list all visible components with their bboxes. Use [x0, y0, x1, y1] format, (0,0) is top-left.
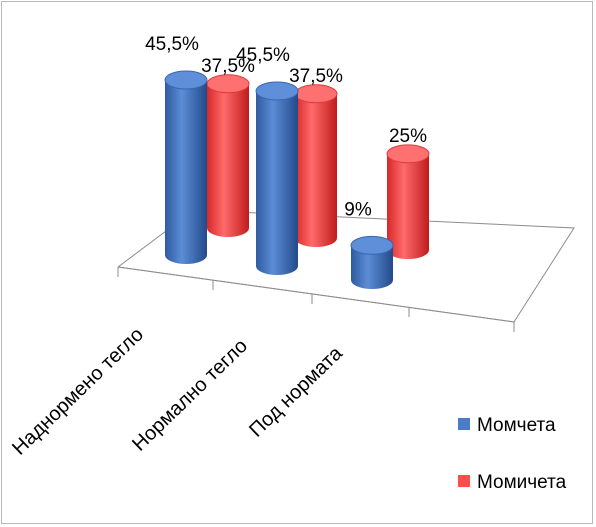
bar-body	[295, 93, 337, 248]
legend-label: Момичета	[477, 472, 567, 493]
bars-layer	[164, 70, 430, 289]
bar-momcheta	[255, 81, 299, 275]
data-labels-layer: 37,5% 37,5% 25% 45,5% 45,5% 9%	[145, 34, 427, 220]
bar-top	[294, 84, 338, 104]
data-label: 37,5%	[289, 66, 343, 87]
legend: Момчета Момичета	[458, 415, 567, 493]
bar-body	[351, 245, 393, 289]
bar-momicheta	[386, 144, 430, 259]
x-axis-line	[117, 266, 515, 323]
bar-top	[386, 144, 430, 164]
bar-top	[255, 81, 299, 101]
bar-body	[207, 83, 249, 238]
category-label: Нормално тегло	[128, 335, 252, 456]
legend-swatch-momicheta	[458, 475, 470, 487]
bar-momcheta	[350, 235, 394, 289]
bar-momicheta	[294, 84, 338, 248]
data-label: 45,5%	[145, 34, 199, 55]
bar-body	[165, 80, 207, 264]
bar-top	[206, 74, 250, 94]
data-label: 9%	[344, 199, 372, 220]
bar-body	[256, 91, 298, 275]
legend-label: Момчета	[477, 415, 556, 436]
bar-body	[387, 153, 429, 259]
category-label: Наднормено тегло	[8, 324, 148, 460]
category-label: Под нормата	[245, 342, 347, 442]
data-label: 45,5%	[236, 45, 290, 66]
data-label: 25%	[389, 126, 427, 147]
bar-momcheta	[164, 70, 208, 264]
bar-top	[350, 235, 394, 255]
bar-top	[164, 70, 208, 90]
legend-swatch-momcheta	[458, 418, 470, 430]
bar-momicheta	[206, 74, 250, 238]
data-label: 37,5%	[201, 56, 255, 77]
